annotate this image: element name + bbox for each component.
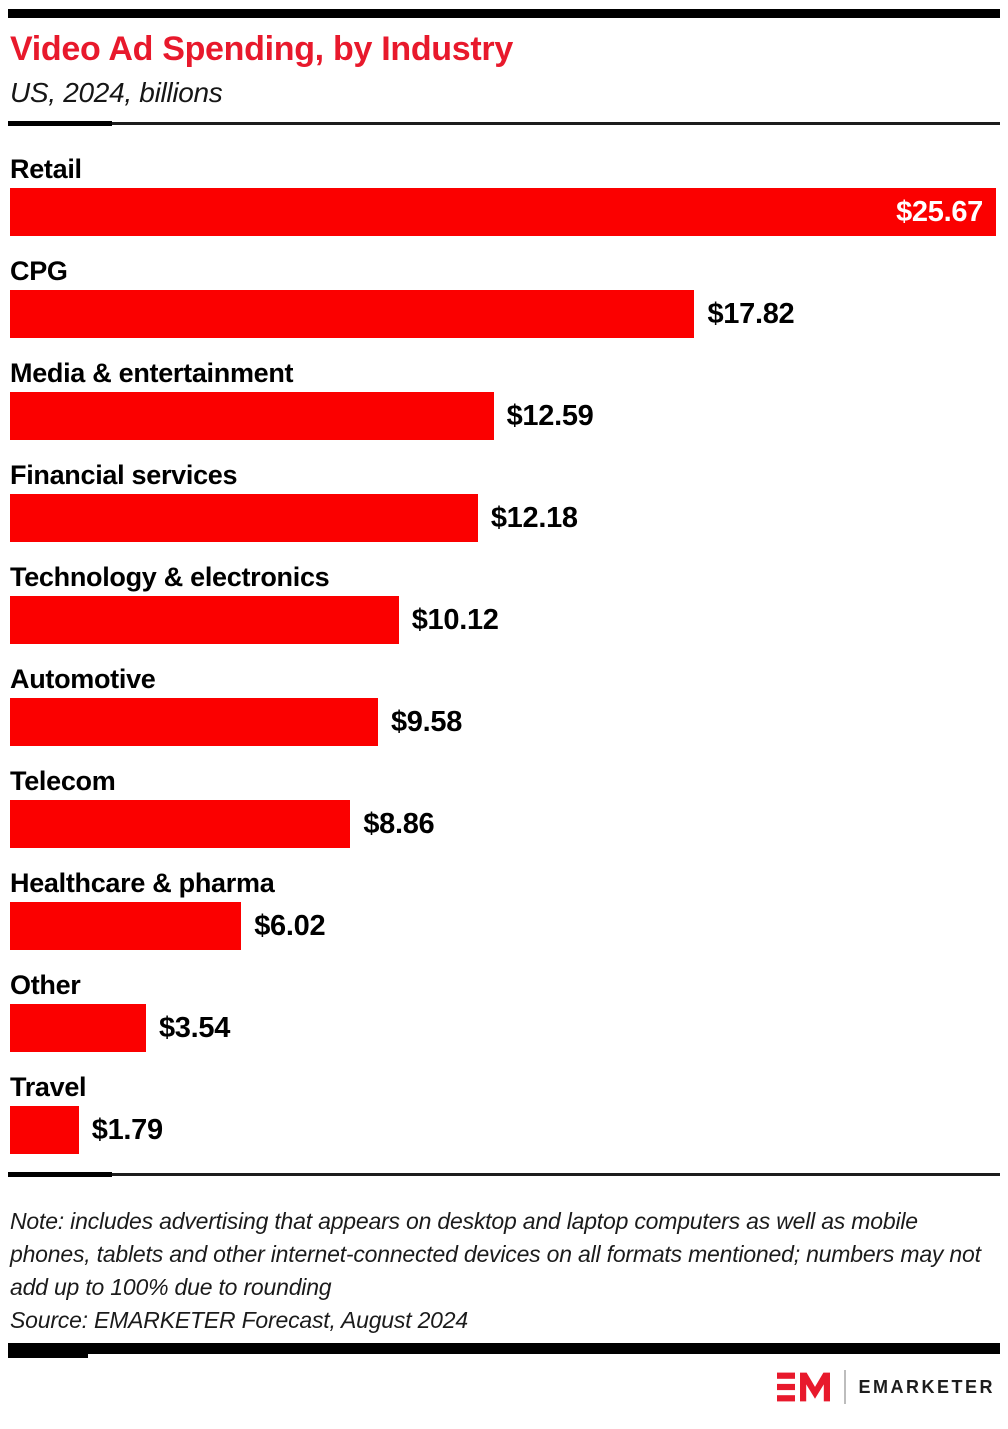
bar-category-label: Media & entertainment <box>10 358 294 388</box>
bar-value-label: $8.86 <box>363 807 435 840</box>
bar-track: $12.59 <box>10 392 996 440</box>
bar-value-label: $12.18 <box>490 501 578 534</box>
chart-title: Video Ad Spending, by Industry <box>10 30 513 68</box>
bar-track: $17.82 <box>10 290 996 338</box>
divider-thick-segment <box>8 1172 112 1177</box>
emarketer-logo-icon <box>777 1372 831 1402</box>
bar-row: Technology & electronics $10.12 <box>10 560 996 644</box>
bar-category-label: Financial services <box>10 460 238 490</box>
footer-divider <box>8 1172 1000 1177</box>
bottom-rule <box>8 1343 1000 1358</box>
bar <box>10 1004 146 1052</box>
chart-header: Video Ad Spending, by Industry US, 2024,… <box>10 29 996 110</box>
bar-row: CPG $17.82 <box>10 254 996 338</box>
chart-subtitle: US, 2024, billions <box>10 77 223 108</box>
bar-row: Media & entertainment $12.59 <box>10 356 996 440</box>
bar-value-label: $12.59 <box>506 399 594 432</box>
chart-note: Note: includes advertising that appears … <box>10 1208 981 1300</box>
chart-source: Source: EMARKETER Forecast, August 2024 <box>10 1307 468 1333</box>
footnote-block: Note: includes advertising that appears … <box>10 1205 996 1337</box>
bar-track: $25.67 <box>10 188 996 236</box>
bar-chart: Retail $25.67 CPG $17.82 Media & entertainme… <box>10 152 996 1154</box>
bar-category-label: Automotive <box>10 664 156 694</box>
bar-category-label: Retail <box>10 154 82 184</box>
bar-row: Other $3.54 <box>10 968 996 1052</box>
bar-row: Healthcare & pharma $6.02 <box>10 866 996 950</box>
bar-track: $1.79 <box>10 1106 996 1154</box>
bar <box>10 902 242 950</box>
bar-row: Travel $1.79 <box>10 1070 996 1154</box>
divider-thin-line <box>8 122 1000 125</box>
bar-category-label: Travel <box>10 1072 87 1102</box>
bar-value-label: $17.82 <box>707 297 795 330</box>
bar-value-label: $6.02 <box>254 909 326 942</box>
bar-category-label: CPG <box>10 256 68 286</box>
top-rule <box>8 9 1000 18</box>
bar-category-label: Other <box>10 970 81 1000</box>
bar-row: Retail $25.67 <box>10 152 996 236</box>
bar <box>10 698 378 746</box>
bar <box>10 290 695 338</box>
bar-row: Automotive $9.58 <box>10 662 996 746</box>
bar-track: $6.02 <box>10 902 996 950</box>
bar-value-label: $9.58 <box>390 705 463 738</box>
bottom-rule-left-segment <box>8 1343 88 1358</box>
bar-category-label: Technology & electronics <box>10 562 330 592</box>
logo-divider <box>844 1370 847 1404</box>
bar-track: $9.58 <box>10 698 996 746</box>
bar: $25.67 <box>10 188 996 236</box>
bar <box>10 392 494 440</box>
bar-track: $3.54 <box>10 1004 996 1052</box>
bar-track: $10.12 <box>10 596 996 644</box>
bar-row: Financial services $12.18 <box>10 458 996 542</box>
bar-category-label: Telecom <box>10 766 116 796</box>
bar <box>10 800 351 848</box>
bar-value-label: $3.54 <box>158 1011 231 1044</box>
bar-value-label: $1.79 <box>91 1113 163 1146</box>
bar-value-label: $10.12 <box>411 603 499 636</box>
bar <box>10 596 399 644</box>
bar <box>10 494 478 542</box>
divider-thick-segment <box>8 121 112 126</box>
bar-value-label: $25.67 <box>896 195 983 228</box>
bar-category-label: Healthcare & pharma <box>10 868 275 898</box>
brand-wordmark: EMARKETER <box>858 1376 995 1397</box>
bar <box>10 1106 79 1154</box>
brand-footer: EMARKETER <box>10 1370 995 1404</box>
bar-row: Telecom $8.86 <box>10 764 996 848</box>
header-divider <box>8 121 1000 126</box>
divider-thin-line <box>8 1173 1000 1176</box>
bar-track: $8.86 <box>10 800 996 848</box>
bar-track: $12.18 <box>10 494 996 542</box>
